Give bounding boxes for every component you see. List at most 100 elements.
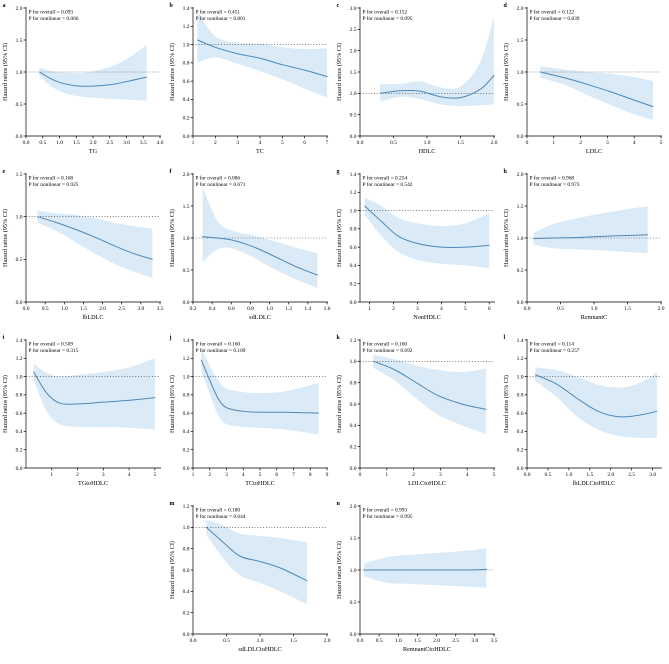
x-tick-label: 2 [412,472,415,478]
x-tick-label: 5 [660,140,663,146]
p-overall-annotation: P for overall = 0.168 [29,175,74,182]
x-tick-label: 2 [208,472,211,478]
panel-g: 1 2 3 4 5 6 0.0 0.2 0.4 0.6 0.8 1.0 1.2 1.4 NonHDLC Haz… [336,169,495,321]
panel-b: 1 2 3 4 5 6 7 0.0 0.2 0.4 0.6 0.8 1.0 1.2 1.4 TC Hazard … [169,3,329,155]
panel-letter: j [169,335,172,341]
x-tick-label: 0.5 [42,306,49,312]
p-nonlinear-annotation: P for nonlinear = 0.644 [196,513,246,520]
panel-j: 1 2 3 4 5 6 7 8 9 0.0 0.2 0.4 0.6 0.8 1.0 1.2 1.4 TCtoHDL… [169,335,329,487]
p-overall-annotation: P for overall = 0.509 [29,341,74,348]
p-overall-annotation: P for overall = 0.451 [196,9,241,16]
hr-curve [38,71,148,87]
y-axis-title: Hazard ratios (95% CI) [503,209,510,267]
p-nonlinear-annotation: P for nonlinear = 0.257 [530,347,580,354]
hr-curve [363,568,487,571]
x-axis-title: HDLC [419,148,436,155]
p-overall-annotation: P for overall = 0.968 [530,175,575,182]
x-tick-label: 1.5 [457,140,464,146]
x-tick-label: 1.0 [395,638,402,644]
y-tick-label: 1.0 [16,70,23,76]
y-tick-label: 2.0 [350,48,357,54]
y-tick-label: 0.4 [517,429,524,435]
x-tick-label: 0.5 [39,140,46,146]
x-tick-label: 4 [128,472,131,478]
p-overall-annotation: P for overall = 0.114 [530,341,575,348]
x-tick-label: 1.5 [290,638,297,644]
y-tick-label: 0.0 [517,134,524,140]
x-axis-title: TGtoHDLC [78,480,108,487]
ci-band [39,45,147,101]
x-tick-label: 3.5 [491,638,498,644]
y-tick-label: 0.0 [183,632,190,638]
ci-band [363,548,487,588]
x-axis-title: TG [89,148,98,155]
x-tick-label: 4 [633,140,636,146]
x-tick-label: 2.5 [106,140,113,146]
y-axis-title: Hazard ratios (95% CI) [169,43,176,101]
y-tick-label: 0.2 [16,448,23,454]
y-tick-label: 0.6 [183,568,190,574]
x-axis-title: RemnantC [581,314,607,321]
y-tick-label: 0.5 [16,257,23,263]
x-axis-title: NonHDLC [413,314,441,321]
y-tick-label: 0.5 [517,268,524,274]
y-tick-label: 1.0 [183,236,190,242]
x-tick-label: 1.0 [266,306,273,312]
x-tick-label: 3.5 [157,306,164,312]
p-nonlinear-annotation: P for nonlinear = 0.839 [530,15,580,22]
x-axis-title: TCtoHDLC [245,480,275,487]
x-tick-label: 0 [526,140,529,146]
y-tick-label: 1.2 [350,190,357,196]
y-tick-label: 1.2 [183,24,190,30]
y-tick-label: 0.0 [16,466,23,472]
x-tick-label: 4 [466,472,469,478]
x-tick-label: 3 [439,472,442,478]
y-tick-label: 0.5 [350,112,357,118]
x-tick-label: 6 [303,140,306,146]
x-tick-label: 1.5 [73,140,80,146]
y-tick-label: 1.0 [350,359,357,365]
y-tick-label: 0.0 [350,134,357,140]
panel-letter: d [504,3,508,9]
panel-c: 0.0 0.5 1.0 1.5 2.0 0.0 0.5 1.0 1.5 2.0 2.5 3.0 HDLC… [336,3,498,155]
y-tick-label: 0.2 [183,610,190,616]
ci-band [206,519,307,605]
y-tick-label: 1.5 [183,204,190,210]
x-tick-label: 3 [225,472,228,478]
x-tick-label: 0.5 [557,306,564,312]
hr-curve [36,216,153,260]
x-tick-label: 4.0 [157,140,164,146]
x-tick-label: 2.0 [607,472,614,478]
x-tick-label: 7 [292,472,295,478]
x-tick-label: 1.2 [285,306,292,312]
x-tick-label: 0.0 [23,306,30,312]
panel-a: 0.0 0.5 1.0 1.5 2.0 2.5 3.0 3.5 4.0 0.0 0.5 1.0 1.5 2… [2,3,164,155]
y-tick-label: 0.8 [350,227,357,233]
y-tick-label: 0.4 [350,423,357,429]
y-axis-title: Hazard ratios (95% CI) [169,541,176,599]
y-tick-label: 2.0 [16,6,23,12]
p-nonlinear-annotation: P for nonlinear = 0.315 [29,347,79,354]
x-tick-label: 1.6 [324,306,331,312]
x-tick-label: 2.5 [118,306,125,312]
x-axis-title: LDLCtoHDLC [408,480,446,487]
hr-curve [200,359,320,414]
panel-e: 0.0 0.5 1.0 1.5 2.0 2.5 3.0 3.5 0.0 0.5 1.0 1.5 lbLD… [2,169,164,321]
y-axis-title: Hazard ratios (95% CI) [169,209,176,267]
x-tick-label: 1.0 [257,638,264,644]
y-tick-label: 2.0 [350,504,357,510]
y-tick-label: 1.5 [517,38,524,44]
y-tick-label: 1.5 [16,172,23,178]
p-nonlinear-annotation: P for nonlinear = 0.109 [196,347,246,354]
hr-curve [364,205,490,248]
x-tick-label: 6 [488,306,491,312]
panel-letter: i [3,335,5,341]
y-tick-label: 1.2 [350,338,357,344]
y-tick-label: 1.5 [350,536,357,542]
x-tick-label: 2.0 [491,140,498,146]
x-tick-label: 1 [192,140,195,146]
y-tick-label: 0.6 [350,402,357,408]
x-tick-label: 2.0 [99,306,106,312]
y-tick-label: 1.0 [183,42,190,48]
y-tick-label: 1.5 [350,70,357,76]
